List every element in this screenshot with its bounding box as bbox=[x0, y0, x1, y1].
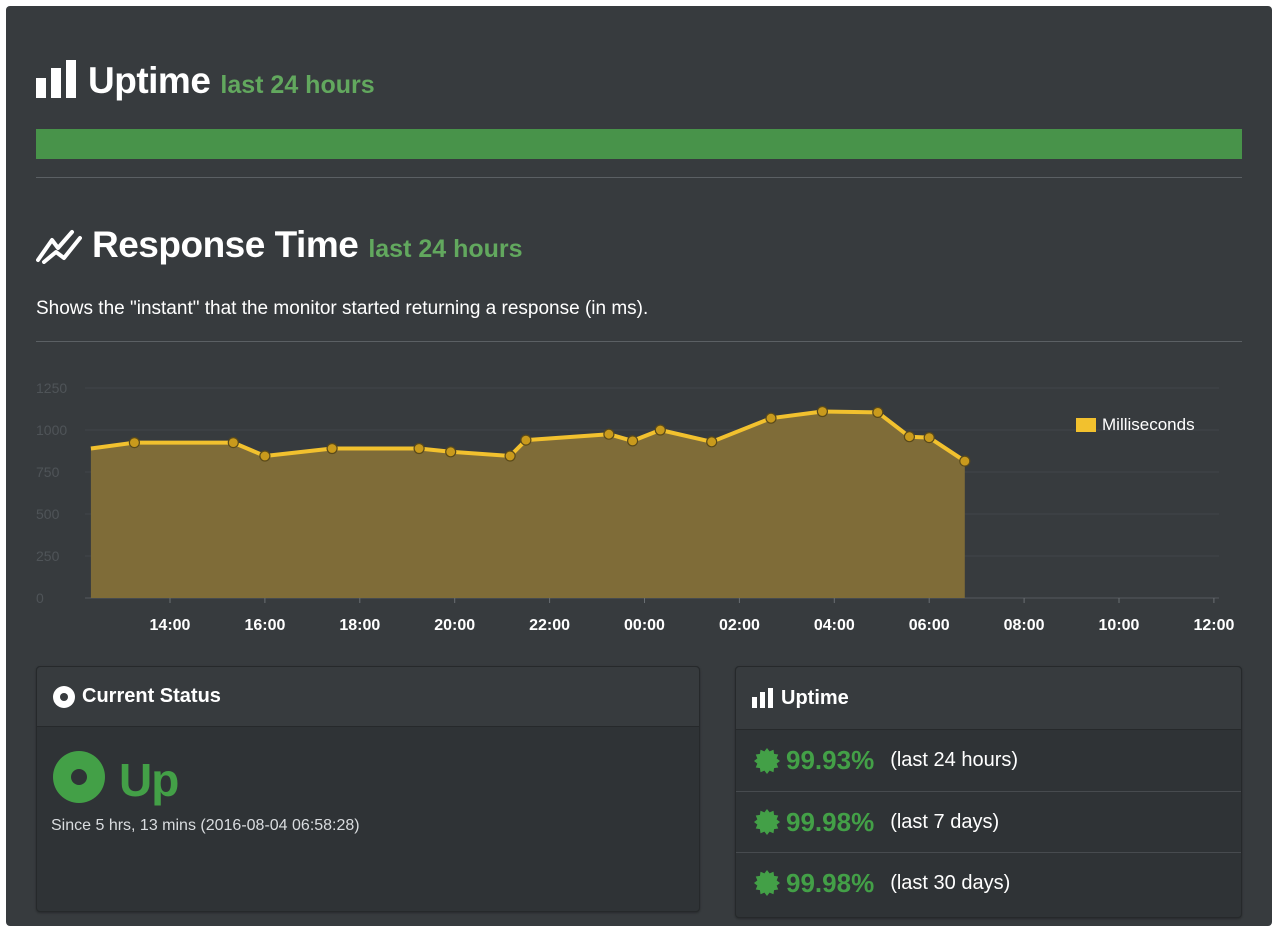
uptime-period: (last 24 hours) bbox=[890, 749, 1019, 771]
uptime-row: 99.93% (last 24 hours) bbox=[736, 730, 1241, 791]
data-point bbox=[765, 412, 777, 424]
data-point bbox=[128, 436, 140, 449]
uptime-percent: 99.93% bbox=[786, 745, 875, 775]
status-value: Up bbox=[119, 753, 179, 806]
y-tick-label: 500 bbox=[36, 506, 60, 522]
uptime-box-label: Uptime bbox=[781, 686, 849, 709]
uptime-subtitle: last 24 hours bbox=[220, 71, 375, 99]
uptime-list: 99.93% (last 24 hours) 99.98% (last 7 days)… bbox=[736, 730, 1241, 913]
response-time-description: Shows the "instant" that the monitor sta… bbox=[36, 298, 649, 319]
y-tick-label: 1000 bbox=[36, 422, 67, 438]
status-indicator: Up bbox=[53, 751, 179, 808]
divider bbox=[36, 177, 1242, 178]
bar-chart-icon bbox=[752, 688, 774, 708]
status-dot-icon bbox=[53, 751, 105, 808]
uptime-percent: 99.98% bbox=[786, 867, 875, 898]
uptime-period: (last 30 days) bbox=[890, 871, 1011, 894]
status-since: Since 5 hrs, 13 mins (2016-08-04 06:58:2… bbox=[51, 817, 360, 834]
line-chart-icon bbox=[36, 224, 82, 269]
data-point bbox=[413, 442, 425, 455]
uptime-percent: 99.98% bbox=[786, 806, 875, 837]
current-status-label: Current Status bbox=[82, 685, 221, 707]
data-point bbox=[923, 431, 935, 444]
monitor-panel: Uptime last 24 hours Response Time last … bbox=[6, 6, 1272, 926]
y-tick-label: 250 bbox=[36, 548, 60, 564]
uptime-box-header: Uptime bbox=[736, 667, 1241, 730]
certificate-icon bbox=[754, 809, 780, 835]
divider bbox=[36, 341, 1242, 342]
x-tick-label: 18:00 bbox=[339, 617, 380, 634]
x-tick-label: 04:00 bbox=[814, 617, 855, 634]
x-tick-label: 06:00 bbox=[909, 617, 950, 634]
uptime-box: Uptime 99.93% (last 24 hours) 99.98% (last … bbox=[735, 666, 1242, 918]
y-tick-label: 0 bbox=[36, 590, 44, 606]
y-tick-label: 1250 bbox=[36, 380, 67, 396]
data-point bbox=[445, 446, 457, 458]
data-point bbox=[959, 455, 971, 467]
x-tick-label: 10:00 bbox=[1099, 617, 1140, 634]
x-tick-label: 22:00 bbox=[529, 617, 570, 634]
data-point bbox=[816, 405, 829, 418]
current-status-header: Current Status bbox=[37, 667, 699, 727]
response-time-title: Response Time bbox=[92, 224, 359, 265]
data-point bbox=[903, 431, 916, 443]
data-point bbox=[520, 434, 532, 446]
uptime-row: 99.98% (last 7 days) bbox=[736, 791, 1241, 852]
data-point bbox=[603, 428, 615, 440]
data-point bbox=[227, 436, 239, 449]
x-tick-label: 12:00 bbox=[1193, 617, 1234, 634]
data-point bbox=[872, 406, 884, 419]
uptime-bar bbox=[36, 129, 1242, 159]
y-tick-label: 750 bbox=[36, 464, 60, 480]
dot-circle-icon bbox=[53, 685, 75, 708]
certificate-icon bbox=[754, 747, 780, 774]
data-point bbox=[626, 435, 639, 447]
x-tick-label: 14:00 bbox=[150, 617, 191, 634]
legend-swatch bbox=[1076, 418, 1096, 432]
response-time-chart: 0 250 500 750 1000 1250 14:00 16:00 18:00 20:00 22… bbox=[36, 380, 1234, 634]
x-tick-label: 20:00 bbox=[434, 617, 475, 634]
x-tick-label: 00:00 bbox=[624, 617, 665, 634]
data-point bbox=[504, 450, 516, 462]
uptime-title: Uptime bbox=[88, 60, 211, 101]
response-time-subtitle: last 24 hours bbox=[368, 235, 523, 263]
x-tick-label: 02:00 bbox=[719, 617, 760, 634]
data-point bbox=[259, 450, 271, 462]
uptime-row: 99.98% (last 30 days) bbox=[736, 852, 1241, 913]
x-tick-label: 16:00 bbox=[244, 617, 285, 634]
certificate-icon bbox=[754, 870, 780, 896]
area-fill bbox=[90, 411, 965, 598]
data-point bbox=[326, 442, 338, 455]
current-status-box: Current Status Up Since 5 hrs, 13 mins (… bbox=[36, 666, 700, 912]
data-point bbox=[706, 436, 718, 448]
legend-label: Milliseconds bbox=[1102, 415, 1195, 434]
uptime-period: (last 7 days) bbox=[890, 810, 1000, 833]
uptime-heading: Uptime last 24 hours bbox=[36, 60, 375, 103]
data-point bbox=[654, 424, 666, 436]
x-tick-label: 08:00 bbox=[1004, 617, 1045, 634]
bar-chart-icon bbox=[36, 60, 78, 103]
response-time-heading: Response Time last 24 hours bbox=[36, 224, 523, 269]
